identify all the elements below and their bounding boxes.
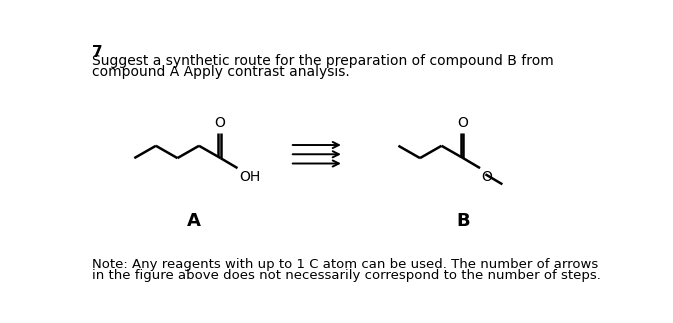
Text: A: A xyxy=(186,212,201,230)
Text: O: O xyxy=(457,116,468,130)
Text: in the figure above does not necessarily correspond to the number of steps.: in the figure above does not necessarily… xyxy=(92,269,601,282)
Text: B: B xyxy=(456,212,470,230)
Text: OH: OH xyxy=(239,170,260,184)
Text: O: O xyxy=(482,170,493,184)
Text: compound A Apply contrast analysis.: compound A Apply contrast analysis. xyxy=(92,65,350,79)
Text: Suggest a synthetic route for the preparation of compound B from: Suggest a synthetic route for the prepar… xyxy=(92,54,554,68)
Text: 7: 7 xyxy=(92,45,102,60)
Text: O: O xyxy=(214,116,225,130)
Text: Note: Any reagents with up to 1 C atom can be used. The number of arrows: Note: Any reagents with up to 1 C atom c… xyxy=(92,258,598,271)
